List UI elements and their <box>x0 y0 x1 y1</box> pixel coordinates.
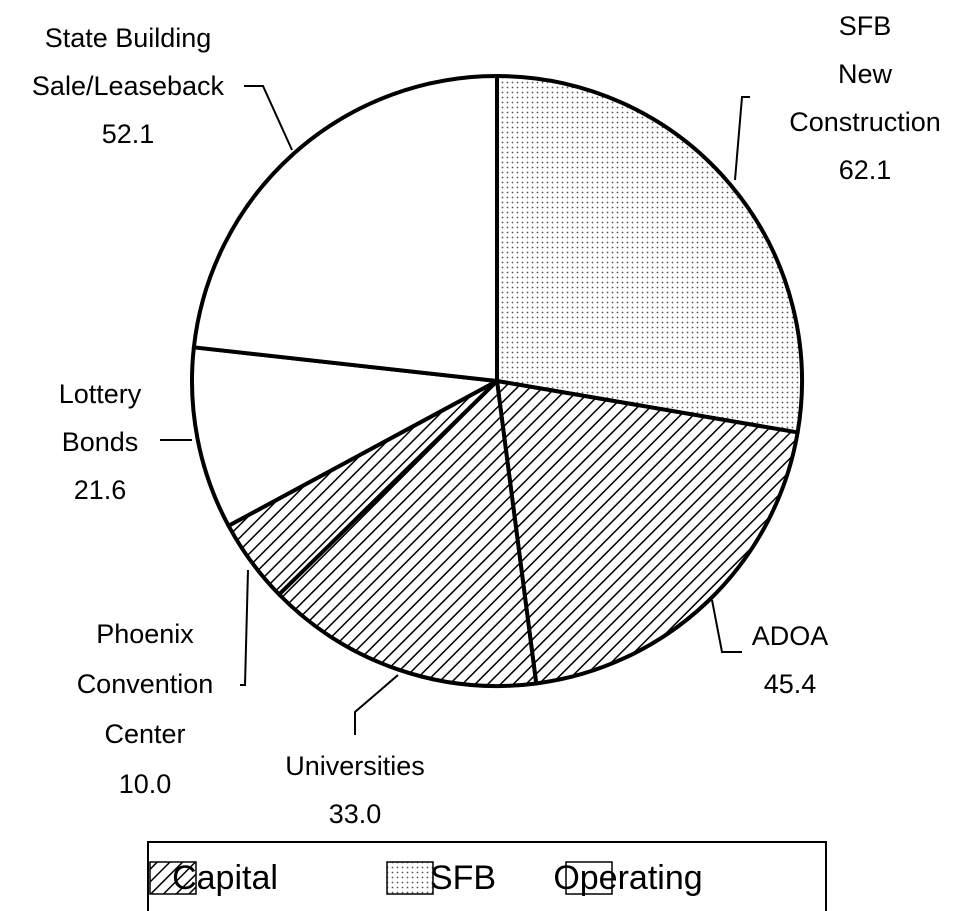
slice-label: Center <box>104 719 185 749</box>
value-label: 45.4 <box>764 669 817 699</box>
leader-line <box>734 96 750 181</box>
slice-label: State Building <box>45 23 212 53</box>
leader-line <box>240 569 249 686</box>
slice-label: Convention <box>77 669 214 699</box>
legend-swatch <box>565 861 613 895</box>
leader-line <box>244 85 293 151</box>
slice-label: ADOA <box>752 621 829 651</box>
legend-label: Capital <box>172 859 278 897</box>
pie-slice <box>495 379 800 686</box>
legend-label: SFB <box>430 859 496 897</box>
value-label: 10.0 <box>119 769 172 799</box>
slice-label: Construction <box>789 107 941 137</box>
legend-label: Operating <box>553 859 702 897</box>
pie-slice <box>277 379 539 688</box>
value-label: 21.6 <box>74 475 127 505</box>
value-label: 33.0 <box>329 799 382 829</box>
legend-box <box>147 841 827 911</box>
legend-swatch <box>386 861 434 895</box>
leader-line <box>711 599 742 653</box>
value-label: 52.1 <box>102 119 155 149</box>
leader-line <box>354 674 399 735</box>
pie-slice <box>495 74 804 435</box>
pie-slice <box>191 74 499 383</box>
slice-label: Lottery <box>59 379 142 409</box>
slice-label: Phoenix <box>96 619 194 649</box>
slice-label: SFB <box>839 11 892 41</box>
slice-label: New <box>838 59 893 89</box>
legend-swatch <box>149 861 197 895</box>
slice-label: Sale/Leaseback <box>32 71 225 101</box>
pie-slice <box>190 345 499 528</box>
slice-label: Bonds <box>62 427 139 457</box>
slice-label: Universities <box>285 751 425 781</box>
value-label: 62.1 <box>839 155 892 185</box>
